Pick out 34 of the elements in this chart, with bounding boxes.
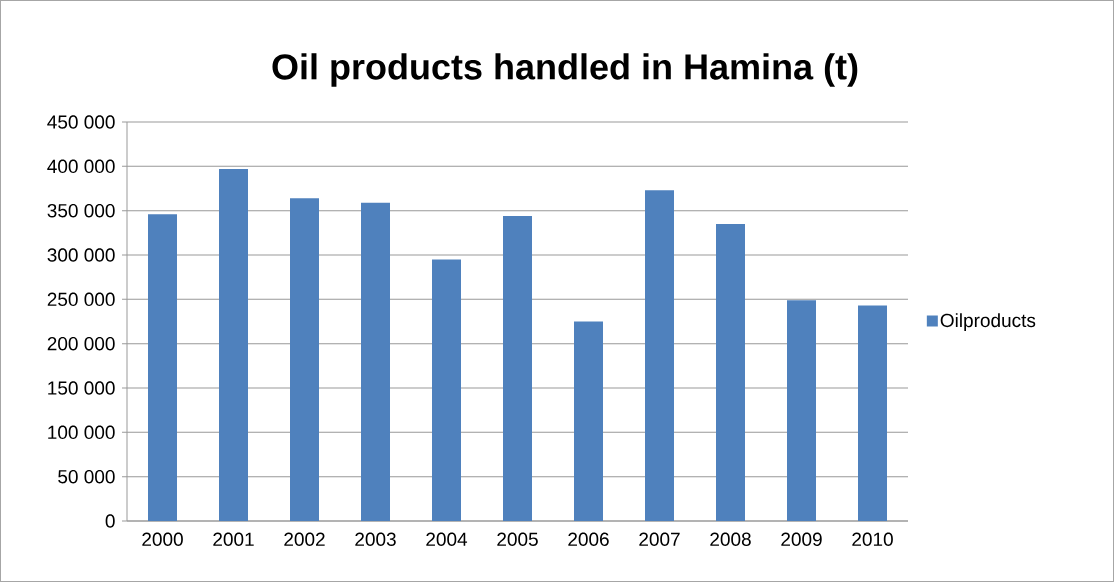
bar bbox=[290, 198, 320, 521]
y-tick-label: 150 000 bbox=[48, 381, 115, 395]
y-tick-label: 350 000 bbox=[47, 203, 115, 218]
bar bbox=[858, 305, 888, 521]
bar bbox=[503, 215, 533, 521]
bar bbox=[361, 202, 390, 521]
x-tick-label: 2005 bbox=[497, 532, 538, 546]
bar bbox=[148, 214, 177, 521]
x-tick-label: 2003 bbox=[355, 532, 396, 546]
y-tick-label: 300 000 bbox=[47, 248, 115, 262]
y-tick-label: 0 bbox=[105, 514, 115, 528]
x-tick-label: 2009 bbox=[781, 532, 822, 546]
y-tick-label: 400 000 bbox=[47, 159, 115, 174]
x-tick-label: 2000 bbox=[142, 532, 183, 546]
x-tick-label: 2006 bbox=[568, 532, 609, 546]
x-tick-label: 2007 bbox=[639, 532, 680, 546]
y-tick-label: 250 000 bbox=[47, 292, 115, 307]
chart-title: Oil products handled in Hamina (t) bbox=[272, 53, 858, 87]
y-tick-label: 450 000 bbox=[47, 115, 115, 129]
y-tick-label: 50 000 bbox=[58, 469, 115, 484]
bar bbox=[574, 321, 604, 521]
bar bbox=[219, 168, 248, 521]
y-tick-label: 100 000 bbox=[48, 425, 115, 440]
x-tick-label: 2001 bbox=[213, 532, 254, 546]
legend-label: Oilproducts bbox=[940, 313, 1036, 331]
bar bbox=[716, 223, 745, 521]
y-tick-label: 200 000 bbox=[47, 336, 115, 351]
bar bbox=[787, 300, 817, 521]
x-tick-label: 2002 bbox=[284, 532, 325, 546]
bar bbox=[432, 259, 461, 521]
bar bbox=[645, 190, 674, 521]
x-tick-label: 2008 bbox=[710, 532, 751, 546]
x-tick-label: 2010 bbox=[852, 532, 893, 546]
x-tick-label: 2004 bbox=[426, 532, 468, 546]
